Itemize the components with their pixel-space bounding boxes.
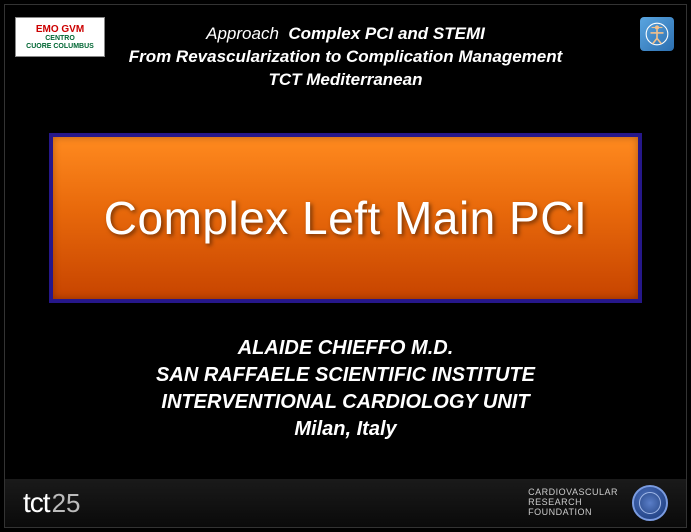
- author-institute: SAN RAFFAELE SCIENTIFIC INSTITUTE: [5, 362, 686, 389]
- header-line: TCT Mediterranean: [115, 69, 576, 92]
- header-prefix: Approach: [206, 24, 279, 43]
- author-block: ALAIDE CHIEFFO M.D. SAN RAFFAELE SCIENTI…: [5, 335, 686, 443]
- crf-logo: CARDIOVASCULAR RESEARCH FOUNDATION: [500, 488, 618, 518]
- crf-line: FOUNDATION: [528, 508, 618, 518]
- slide-header: Approach Complex PCI and STEMI From Reva…: [5, 23, 686, 92]
- seal-inner: [639, 492, 661, 514]
- author-location: Milan, Italy: [5, 416, 686, 443]
- title-box: Complex Left Main PCI: [49, 133, 642, 303]
- seal-icon: [632, 485, 668, 521]
- footer: tct 25 CARDIOVASCULAR RESEARCH FOUNDATIO…: [5, 479, 686, 527]
- slide: EMO GVM CENTRO CUORE COLUMBUS Approach C…: [4, 4, 687, 528]
- author-name: ALAIDE CHIEFFO M.D.: [5, 335, 686, 362]
- author-unit: INTERVENTIONAL CARDIOLOGY UNIT: [5, 389, 686, 416]
- header-line: Approach Complex PCI and STEMI: [115, 23, 576, 46]
- header-bold: Complex PCI and STEMI: [288, 24, 484, 43]
- brand-text: tct: [23, 487, 50, 519]
- header-line: From Revascularization to Complication M…: [115, 46, 576, 69]
- footer-right: CARDIOVASCULAR RESEARCH FOUNDATION: [500, 485, 668, 521]
- footer-brand: tct 25: [23, 487, 80, 519]
- crf-text: CARDIOVASCULAR RESEARCH FOUNDATION: [528, 488, 618, 518]
- brand-number: 25: [52, 488, 81, 519]
- slide-title: Complex Left Main PCI: [104, 191, 587, 245]
- crf-crescent-icon: [500, 492, 522, 514]
